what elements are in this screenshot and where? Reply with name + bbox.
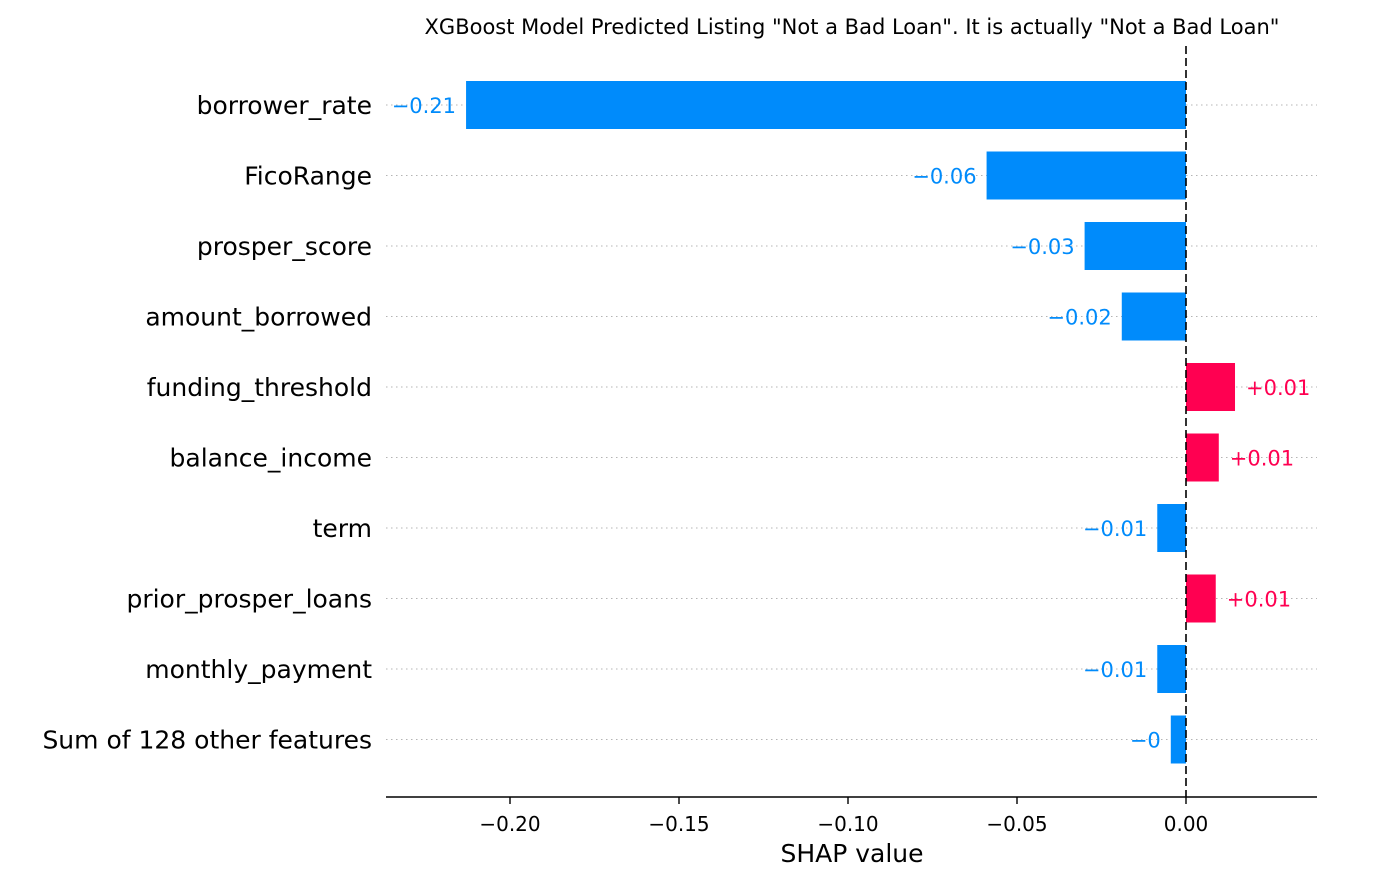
value-label: −0.06 bbox=[912, 165, 976, 189]
value-label: +0.01 bbox=[1246, 376, 1310, 400]
bar-monthly-payment bbox=[1157, 645, 1186, 693]
feature-label: borrower_rate bbox=[197, 91, 372, 120]
x-axis-title: SHAP value bbox=[780, 839, 923, 868]
feature-label: monthly_payment bbox=[145, 655, 372, 684]
feature-label: amount_borrowed bbox=[145, 303, 372, 332]
feature-label: funding_threshold bbox=[147, 373, 372, 402]
bar-ficorange bbox=[986, 151, 1186, 200]
value-label: −0.01 bbox=[1083, 517, 1147, 541]
bar-borrower-rate bbox=[466, 81, 1186, 129]
feature-label: term bbox=[313, 514, 372, 543]
bar-balance-income bbox=[1186, 433, 1219, 482]
grid-lines bbox=[386, 104, 1317, 740]
feature-label: balance_income bbox=[170, 444, 373, 473]
bar-funding-threshold bbox=[1186, 363, 1236, 411]
value-label: +0.01 bbox=[1227, 588, 1291, 612]
value-label: −0.01 bbox=[1083, 658, 1147, 682]
x-tick-label: −0.15 bbox=[648, 812, 709, 836]
bar-prosper-score bbox=[1084, 222, 1186, 270]
feature-label: prosper_score bbox=[197, 232, 372, 261]
bar-prior-prosper-loans bbox=[1186, 574, 1216, 623]
feature-labels: borrower_rate FicoRange prosper_scoreamoun… bbox=[42, 91, 372, 755]
feature-label: FicoRange bbox=[244, 162, 372, 191]
x-ticks: −0.20 −0.15 −0.10 −0.05 0.00 bbox=[479, 797, 1208, 836]
x-tick-label: −0.20 bbox=[479, 812, 540, 836]
value-label: −0.21 bbox=[392, 94, 456, 118]
x-tick-label: −0.05 bbox=[986, 812, 1047, 836]
x-tick-label: 0.00 bbox=[1164, 812, 1209, 836]
value-label: −0.02 bbox=[1047, 306, 1111, 330]
value-labels: −0.21 −0.06 −0.03 −0.02 +0.01 +0.01 −0.01 +0.01… bbox=[392, 94, 1311, 753]
value-label: −0 bbox=[1130, 729, 1161, 753]
feature-label: Sum of 128 other features bbox=[42, 726, 372, 755]
chart-title: XGBoost Model Predicted Listing "Not a B… bbox=[425, 15, 1280, 39]
bar-sum-of-128-other-features bbox=[1170, 715, 1186, 764]
value-label: +0.01 bbox=[1230, 447, 1294, 471]
bar-amount-borrowed bbox=[1121, 292, 1186, 341]
bars bbox=[466, 81, 1236, 764]
bar-term bbox=[1157, 504, 1186, 552]
value-label: −0.03 bbox=[1010, 235, 1074, 259]
feature-label: prior_prosper_loans bbox=[126, 585, 372, 614]
x-tick-label: −0.10 bbox=[817, 812, 878, 836]
